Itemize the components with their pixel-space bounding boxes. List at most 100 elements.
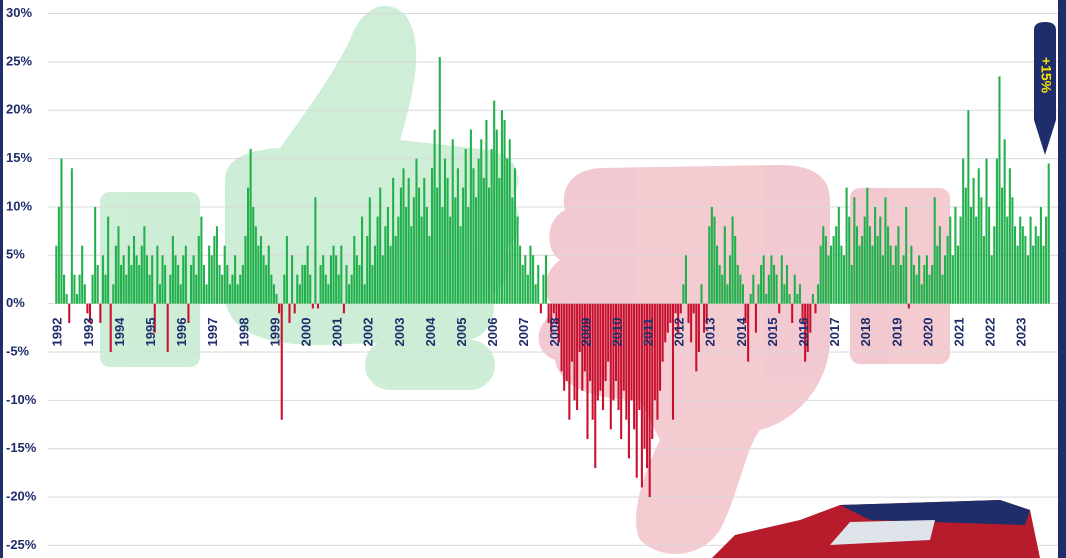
bar [423,178,425,304]
bar [537,265,539,304]
bar [568,304,570,420]
y-tick-label: -10% [6,392,37,407]
bar [667,304,669,333]
bar [993,226,995,303]
bar [99,304,101,323]
bar [384,226,386,303]
bar [358,265,360,304]
bar [877,236,879,304]
bar [988,207,990,304]
bar [778,304,780,314]
bar [330,255,332,303]
y-tick-label: 30% [6,5,32,20]
bar [931,265,933,304]
y-tick-label: -25% [6,537,37,552]
x-tick-label: 2023 [1014,318,1029,347]
bar [887,226,889,303]
bar [664,304,666,343]
bar [874,207,876,304]
bar [444,159,446,304]
bar [117,226,119,303]
bar [366,236,368,304]
bar [750,294,752,304]
bar [768,275,770,304]
x-tick-label: 1994 [112,317,127,347]
bar [462,188,464,304]
bar [84,284,86,303]
bar [257,246,259,304]
bar [820,246,822,304]
bar [185,246,187,304]
bar [190,265,192,304]
bar [395,236,397,304]
bar [136,255,138,303]
bar [908,304,910,309]
bar [765,294,767,304]
bar [1042,246,1044,304]
bar [400,188,402,304]
x-tick-label: 2007 [516,318,531,347]
bar [796,294,798,304]
bar [335,255,337,303]
bar [130,265,132,304]
bar [799,284,801,303]
bar [255,226,257,303]
bar [719,265,721,304]
y-tick-label: -15% [6,440,37,455]
bar [846,188,848,304]
bar [151,255,153,303]
bar [941,275,943,304]
bar [480,139,482,303]
bar [967,110,969,303]
bar [884,197,886,303]
x-tick-label: 2001 [330,318,345,347]
bar [226,265,228,304]
bar [1048,163,1050,303]
bar [304,265,306,304]
bar [356,255,358,303]
bar [159,284,161,303]
bar [545,255,547,303]
bar [410,226,412,303]
bar [998,76,1000,303]
bar [962,159,964,304]
bar [208,246,210,304]
bar [239,275,241,304]
bar [781,255,783,303]
bar [268,246,270,304]
bar [726,284,728,303]
bar [729,255,731,303]
bar [441,207,443,304]
chart: 30%25%20%15%10%5%0%-5%-10%-15%-20%-25%19… [0,0,1066,558]
bar [94,207,96,304]
bar [265,265,267,304]
bar [519,246,521,304]
bar [408,178,410,304]
bar [263,255,265,303]
bar [659,304,661,391]
bar [936,246,938,304]
bar [897,226,899,303]
bar [504,120,506,304]
bar [343,304,345,314]
x-tick-label: 2000 [298,318,313,347]
bar [685,255,687,303]
bar [693,304,695,314]
bar [814,304,816,314]
bar [76,294,78,304]
bar [1017,246,1019,304]
bar [488,188,490,304]
bar [327,284,329,303]
bar [353,236,355,304]
bar [278,304,280,314]
bar [752,275,754,304]
bar [167,304,169,352]
bar [789,294,791,304]
bar [713,217,715,304]
bar [996,159,998,304]
x-tick-label: 2021 [951,318,966,347]
bar [516,217,518,304]
bar [361,217,363,304]
x-tick-label: 2011 [641,318,656,346]
bar [934,197,936,303]
